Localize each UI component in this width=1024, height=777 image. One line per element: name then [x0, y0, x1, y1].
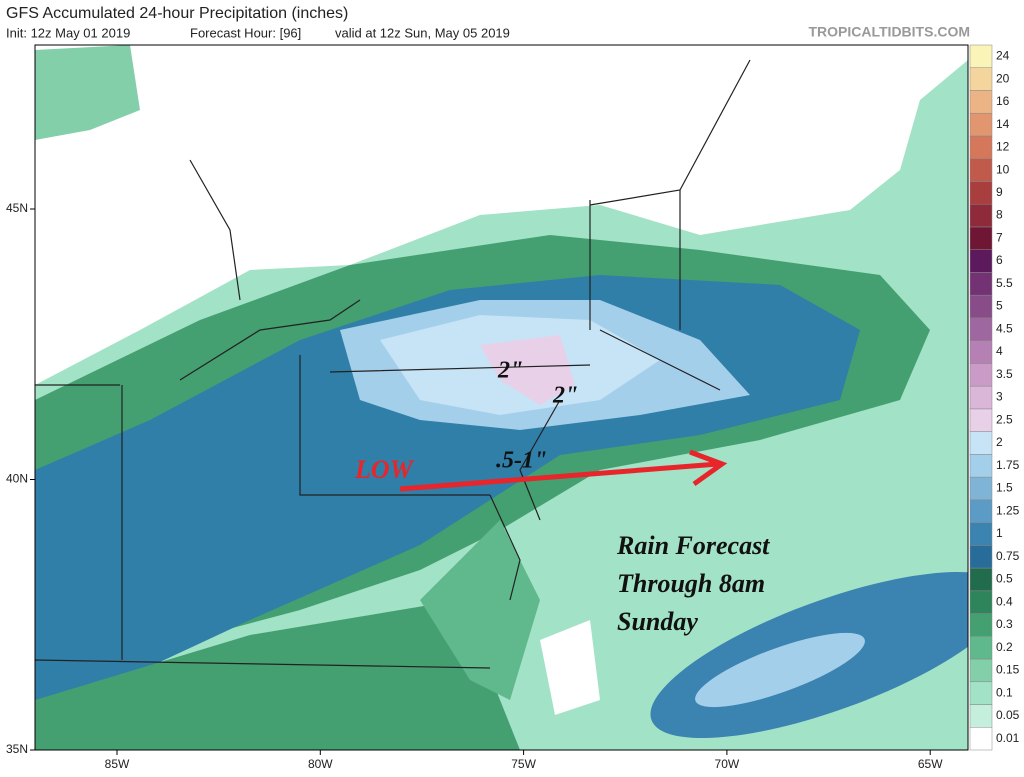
legend-swatch — [969, 249, 993, 273]
legend-swatch — [969, 272, 993, 296]
legend-label: 12 — [996, 140, 1010, 154]
valid-time: valid at 12z Sun, May 05 2019 — [335, 25, 510, 40]
legend-swatch — [969, 590, 993, 614]
legend-label: 3 — [996, 390, 1003, 404]
x-tick-label: 65W — [918, 757, 943, 771]
legend-label: 0.1 — [996, 685, 1013, 699]
forecast-hour: Forecast Hour: [96] — [190, 25, 301, 40]
amount-label: 2" — [552, 383, 578, 409]
range-label: .5-1" — [496, 448, 547, 474]
legend-swatch — [969, 67, 993, 91]
legend-label: 14 — [996, 117, 1010, 131]
legend-label: 1.25 — [996, 503, 1020, 517]
forecast-note: Rain Forecast — [616, 531, 770, 560]
x-tick-label: 80W — [308, 757, 333, 771]
legend-label: 2 — [996, 435, 1003, 449]
legend-label: 10 — [996, 162, 1010, 176]
legend-label: 20 — [996, 71, 1010, 85]
legend-label: 0.75 — [996, 549, 1020, 563]
legend-label: 0.01 — [996, 731, 1020, 745]
legend-label: 5.5 — [996, 276, 1013, 290]
y-tick-label: 35N — [6, 742, 28, 756]
legend-label: 0.2 — [996, 640, 1013, 654]
legend-swatch — [969, 658, 993, 683]
title: GFS Accumulated 24-hour Precipitation (i… — [6, 5, 348, 22]
legend-label: 9 — [996, 185, 1003, 199]
legend-label: 1 — [996, 526, 1003, 540]
legend-swatch — [969, 340, 993, 364]
legend-label: 1.5 — [996, 481, 1013, 495]
legend-swatch — [969, 294, 993, 319]
legend-swatch — [969, 476, 993, 501]
legend-label: 7 — [996, 230, 1003, 244]
legend-label: 0.05 — [996, 708, 1020, 722]
legend-label: 3.5 — [996, 367, 1013, 381]
legend-label: 16 — [996, 94, 1010, 108]
watermark: TROPICALTIDBITS.COM — [808, 24, 970, 40]
legend-label: 0.5 — [996, 572, 1013, 586]
legend-swatch — [969, 545, 993, 569]
legend-swatch — [969, 681, 993, 705]
legend-swatch — [969, 203, 993, 228]
legend-swatch — [969, 385, 993, 410]
map — [34, 44, 969, 751]
x-tick-label: 85W — [105, 757, 130, 771]
legend-label: 0.4 — [996, 594, 1013, 608]
legend-swatch — [969, 431, 993, 455]
legend-swatch — [969, 704, 993, 728]
legend-swatch — [969, 613, 993, 637]
legend-swatch — [969, 454, 993, 478]
amount-label: 2" — [497, 358, 523, 384]
legend-swatch — [969, 112, 993, 137]
legend-label: 8 — [996, 208, 1003, 222]
legend-label: 4 — [996, 344, 1003, 358]
legend-label: 0.15 — [996, 663, 1020, 677]
legend-swatch — [969, 226, 993, 250]
legend-swatch — [969, 567, 993, 592]
legend-label: 6 — [996, 253, 1003, 267]
legend-label: 4.5 — [996, 321, 1013, 335]
x-tick-label: 75W — [511, 757, 536, 771]
x-tick-label: 70W — [715, 757, 740, 771]
y-tick-label: 40N — [6, 472, 28, 486]
legend-swatch — [969, 44, 993, 68]
legend-swatch — [969, 636, 993, 660]
legend-label: 1.75 — [996, 458, 1020, 472]
legend-label: 0.3 — [996, 617, 1013, 631]
legend-label: 2.5 — [996, 412, 1013, 426]
low-label: LOW — [354, 455, 415, 484]
init: Init: 12z May 01 2019 — [6, 25, 130, 40]
legend-swatch — [969, 90, 993, 114]
arrow — [399, 449, 728, 492]
legend-swatch — [969, 363, 993, 387]
legend-swatch — [969, 499, 993, 523]
forecast-note: Sunday — [617, 607, 698, 636]
legend-label: 5 — [996, 299, 1003, 313]
y-tick-label: 45N — [6, 201, 28, 215]
legend-swatch — [969, 408, 993, 432]
legend-swatch — [969, 181, 993, 205]
legend-swatch — [969, 522, 993, 546]
legend-swatch — [969, 158, 993, 182]
legend-swatch — [969, 317, 993, 341]
legend-label: 24 — [996, 49, 1010, 63]
forecast-note: Through 8am — [617, 569, 765, 598]
legend-swatch — [969, 135, 993, 159]
legend-swatch — [969, 727, 993, 751]
